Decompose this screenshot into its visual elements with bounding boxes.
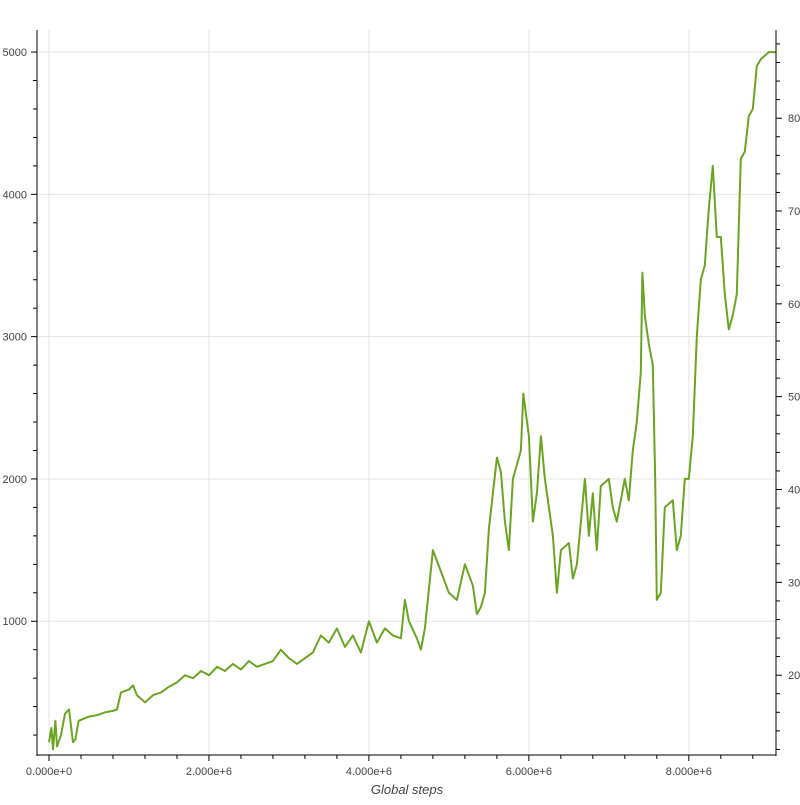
x-tick-label: 8.000e+6 <box>666 766 712 778</box>
x-tick-label: 0.000e+0 <box>26 766 72 778</box>
series-line-group <box>48 51 776 751</box>
x-tick-label: 6.000e+6 <box>506 766 552 778</box>
series-line <box>48 51 776 751</box>
y2-tick-label: 30 <box>788 577 800 589</box>
y2-tick-label: 60 <box>788 299 800 311</box>
y-tick-label: 1000 <box>3 616 27 628</box>
y-tick-label: 3000 <box>3 332 27 344</box>
axes: 0.000e+0 2.000e+6 4.000e+6 6.000e+6 8.000e+6… <box>3 30 800 778</box>
y2-tick-label: 40 <box>788 485 800 497</box>
y-tick-label: 5000 <box>3 47 27 59</box>
y-tick-label: 4000 <box>3 189 27 201</box>
y-tick-label: 2000 <box>3 474 27 486</box>
y2-tick-label: 80 <box>788 113 800 125</box>
x-tick-label: 4.000e+6 <box>346 766 392 778</box>
x-tick-label: 2.000e+6 <box>186 766 232 778</box>
y2-tick-label: 20 <box>788 670 800 682</box>
y2-tick-label: 70 <box>788 206 800 218</box>
x-axis-label: Global steps <box>371 782 444 797</box>
y2-tick-label: 50 <box>788 392 800 404</box>
grid <box>37 30 776 755</box>
